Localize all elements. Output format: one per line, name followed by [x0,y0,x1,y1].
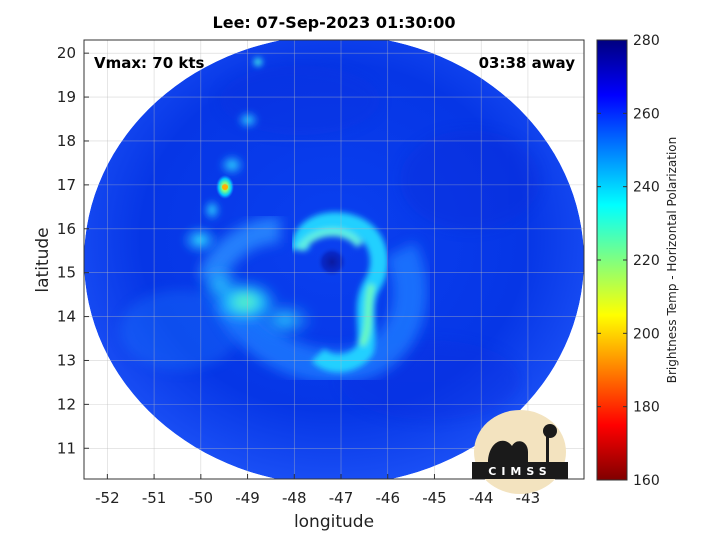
x-axis-label: longitude [294,512,374,532]
colorbar-ticks: 280 260 240 220 200 180 160 [597,33,660,489]
x-tick-label: -45 [422,489,447,507]
x-tick-label: -49 [235,489,260,507]
chart-title: Lee: 07-Sep-2023 01:30:00 [213,13,456,32]
time-away-annotation: 03:38 away [479,54,576,72]
y-tick-label: 12 [57,395,76,413]
y-tick-label: 16 [57,220,76,238]
axes-box [83,39,585,480]
y-tick-label: 13 [57,351,76,369]
y-axis-label: latitude [33,227,53,292]
y-tick-label: 18 [57,132,76,150]
colorbar-tick-label: 220 [633,253,660,269]
colorbar-tick-label: 180 [633,400,660,416]
vmax-annotation: Vmax: 70 kts [94,54,204,72]
grid-lines [84,40,584,479]
y-tick-label: 19 [57,88,76,106]
colorbar-tick-label: 200 [633,326,660,342]
colorbar [596,39,628,481]
cimss-logo: CIMSS [472,410,568,494]
x-tick-labels: -52 -51 -50 -49 -48 -47 -46 -45 -44 -43 [95,474,540,507]
northern-cells [180,56,264,256]
x-tick-label: -50 [189,489,214,507]
swath-layer [84,40,584,479]
colorbar-tick-label: 240 [633,180,660,196]
x-tick-label: -52 [95,489,120,507]
eyewall-ring [291,212,388,373]
x-tick-label: -44 [469,489,494,507]
x-tick-label: -51 [142,489,167,507]
brightness-temp-swath [84,40,584,479]
x-tick-label: -47 [329,489,354,507]
rainband-west [198,265,315,338]
colorbar-tick-label: 260 [633,106,660,122]
logo-text: CIMSS [488,465,551,478]
y-tick-label: 17 [57,176,76,194]
x-tick-label: -48 [282,489,307,507]
y-tick-label: 11 [57,439,76,457]
water-tower-icon [543,424,557,438]
colorbar-tick-label: 280 [633,33,660,49]
satellite-dish-icon [488,440,528,462]
colorbar-label: Brightness Temp - Horizontal Polarizatio… [665,137,679,384]
y-tick-label: 14 [57,308,76,326]
colorbar-tick-label: 160 [633,473,660,489]
y-tick-label: 20 [57,44,76,62]
eye [316,246,348,278]
y-tick-label: 15 [57,264,76,282]
x-tick-label: -46 [375,489,400,507]
y-tick-labels: 20 19 18 17 16 15 14 13 12 11 [57,44,89,457]
logo-banner [472,462,568,479]
